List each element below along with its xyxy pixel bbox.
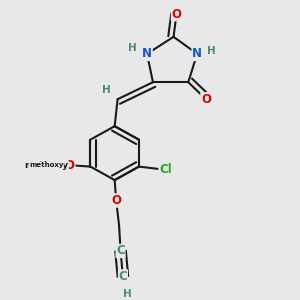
Text: methoxy: methoxy xyxy=(29,162,64,168)
Text: C: C xyxy=(116,244,125,257)
Text: H: H xyxy=(102,85,111,95)
Text: O: O xyxy=(111,194,121,207)
Text: O: O xyxy=(172,8,182,21)
Text: N: N xyxy=(192,47,202,60)
Text: Cl: Cl xyxy=(159,163,172,176)
Text: O: O xyxy=(201,93,211,106)
Text: C: C xyxy=(118,270,127,283)
Text: methoxy: methoxy xyxy=(24,161,68,170)
Text: H: H xyxy=(123,289,132,298)
Text: N: N xyxy=(142,47,152,60)
Text: H: H xyxy=(207,46,216,56)
Text: O: O xyxy=(65,159,75,172)
Text: H: H xyxy=(128,43,137,53)
